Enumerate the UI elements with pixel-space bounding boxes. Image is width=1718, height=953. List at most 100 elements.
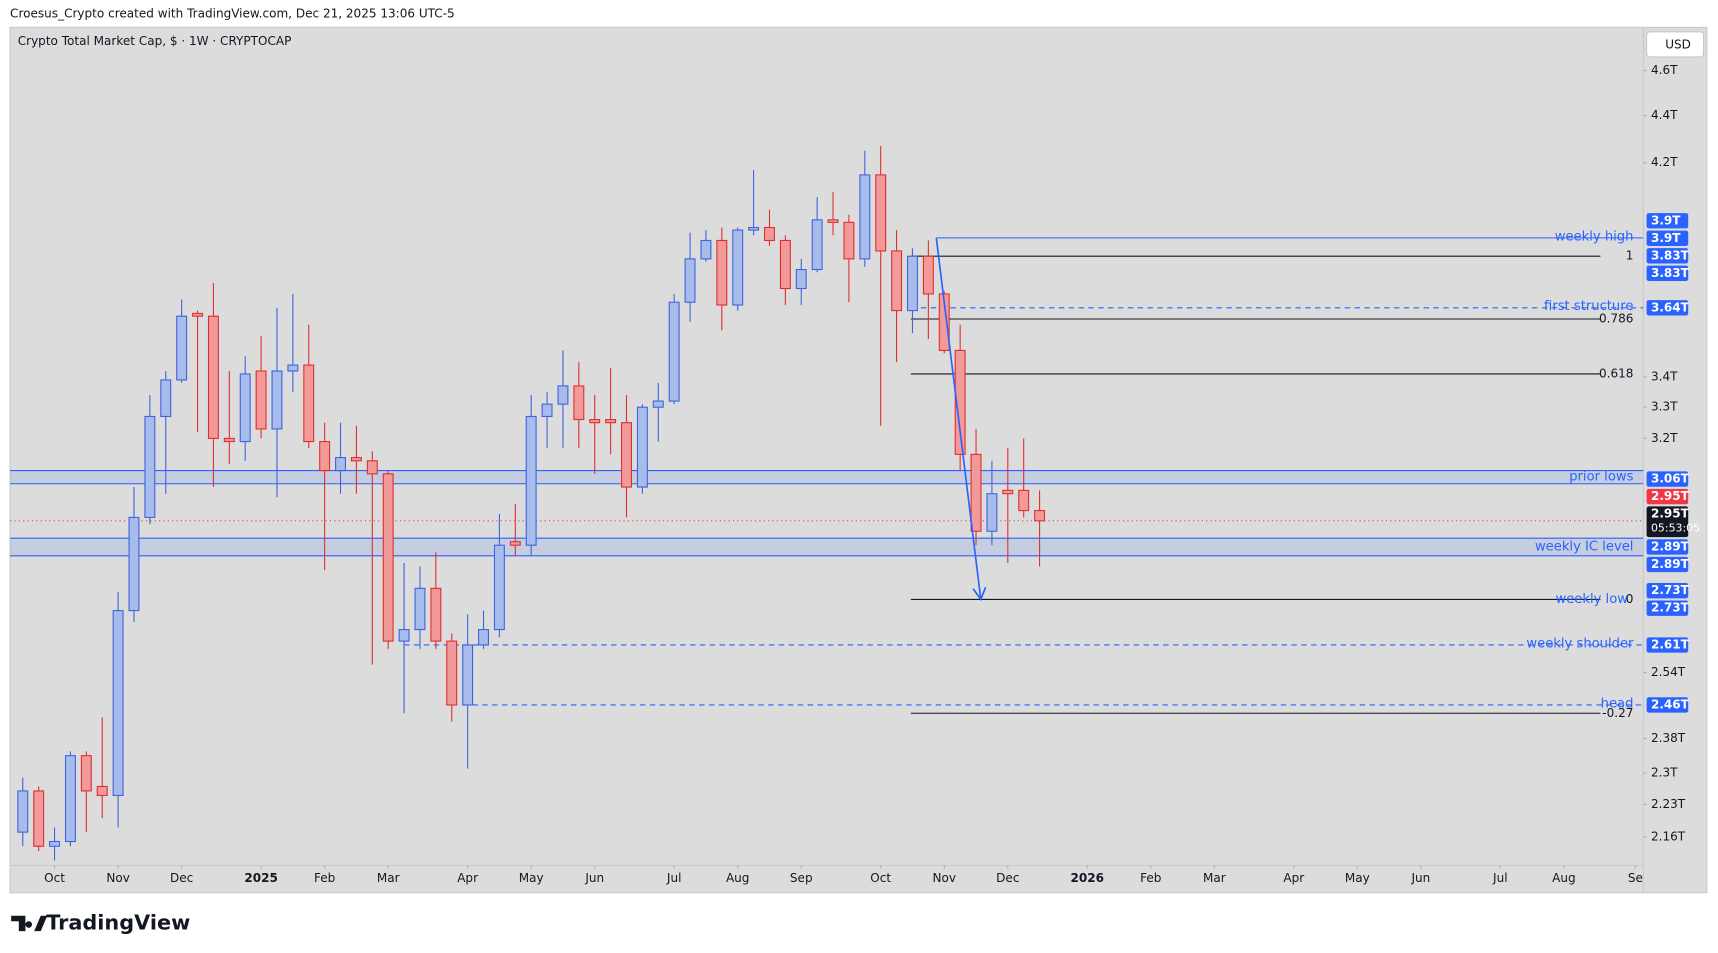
candle-body: [176, 315, 188, 381]
fib-ratio: 0.786: [1599, 312, 1633, 326]
zone: [10, 470, 1644, 484]
arrow: [935, 237, 982, 600]
candle-body: [827, 219, 839, 223]
chart-title: Crypto Total Market Cap, $ · 1W · CRYPTO…: [18, 34, 292, 48]
x-tick-label: Apr: [1283, 871, 1304, 885]
candle-body: [223, 437, 235, 443]
candle-body: [1034, 510, 1046, 522]
price-badge-label: 2.73T: [1651, 601, 1690, 615]
x-tick-label: Feb: [1140, 871, 1161, 885]
currency-button[interactable]: [1646, 31, 1705, 58]
price-badge-label: 2.61T: [1651, 637, 1690, 651]
x-tick-label: Nov: [933, 871, 956, 885]
candle-body: [684, 258, 696, 303]
candle-body: [398, 629, 410, 642]
candle-body: [17, 790, 29, 833]
candle-body: [128, 516, 140, 612]
x-tick-label: Aug: [1552, 871, 1575, 885]
candle-body: [509, 541, 521, 546]
candle-body: [716, 239, 728, 306]
annotation-label: weekly low: [1555, 592, 1628, 607]
candle-body: [144, 415, 156, 518]
candle-body: [907, 255, 918, 312]
x-tick-label: May: [519, 871, 544, 885]
plot-area: [10, 145, 1644, 861]
candle-body: [462, 644, 474, 706]
price-badge-label: 2.73T: [1651, 583, 1690, 597]
x-tick-label: Mar: [1203, 871, 1226, 885]
price-badge: [1646, 471, 1689, 487]
price-badge-label: 2.89T: [1651, 557, 1690, 571]
price-badge-label: 3.9T: [1651, 213, 1681, 227]
candle-body: [382, 473, 394, 642]
price-badge-label: 3.83T: [1651, 248, 1690, 262]
candle-body: [700, 239, 712, 260]
price-badge: [1646, 265, 1689, 282]
x-tick-label: Oct: [870, 871, 891, 885]
price-badge: [1646, 697, 1689, 713]
price-badge: [1646, 539, 1689, 555]
logo: TradingView: [11, 910, 190, 934]
candle-body: [1018, 489, 1030, 512]
candle-body: [652, 400, 664, 408]
price-badge: [1646, 600, 1689, 616]
x-tick-label: May: [1345, 871, 1370, 885]
candle-body: [207, 315, 219, 439]
candle-body: [49, 840, 61, 847]
candle-body: [430, 587, 442, 642]
price-badge: [1646, 582, 1689, 599]
price-badge-label: 3.9T: [1651, 231, 1681, 245]
candle-body: [319, 441, 331, 472]
fib-ratio: 1: [1626, 249, 1634, 263]
price-badge-label: 3.06T: [1651, 472, 1690, 486]
candle-body: [748, 226, 760, 231]
candle-body: [891, 250, 903, 312]
candle-body: [80, 755, 92, 792]
zone-label: prior lows: [1569, 470, 1633, 485]
price-badge-label: 2.95T: [1651, 507, 1690, 521]
candle-body: [541, 403, 553, 418]
arrow-head: [972, 586, 987, 602]
y-tick-label: 2.54T: [1651, 665, 1686, 679]
x-tick-label: Feb: [314, 871, 335, 885]
countdown: 05:53:05: [1651, 521, 1700, 534]
y-tick-label: 3.4T: [1651, 369, 1678, 383]
fib-ratio: 0.618: [1599, 366, 1633, 380]
candle-body: [811, 219, 823, 271]
x-tick-label: Se: [1628, 871, 1643, 885]
candle-body: [303, 364, 315, 443]
candle-body: [843, 221, 855, 260]
candle-body: [33, 790, 45, 847]
candle-body: [192, 312, 204, 317]
candle-body: [779, 239, 791, 290]
x-tick-label: Sep: [790, 871, 813, 885]
candle-body: [525, 415, 537, 546]
candle-body: [589, 419, 601, 424]
y-tick-label: 4.4T: [1651, 108, 1678, 122]
x-tick-label: 2025: [244, 871, 277, 885]
level-label: head: [1601, 696, 1634, 711]
candle-body: [271, 370, 283, 430]
price-badge-label: 3.64T: [1651, 300, 1690, 314]
price-badge-label: 2.89T: [1651, 539, 1690, 553]
x-tick-label: Dec: [996, 871, 1019, 885]
price-badge-label: 2.95T: [1651, 489, 1690, 503]
axes: 4.6T 4.4T 4.2T 3.4T 3.3T 3.2T 2.54T 2.38T 2.3T 2.…: [44, 63, 1700, 885]
x-tick-label: Jul: [1492, 871, 1508, 885]
candle-body: [668, 301, 680, 402]
fib-ratio: 0: [1626, 592, 1634, 606]
candle-body: [255, 370, 267, 430]
candle-body: [478, 629, 489, 646]
currency[interactable]: USD: [1665, 37, 1691, 51]
candle-body: [96, 785, 108, 796]
price-badge: [1646, 488, 1689, 505]
price-badge: [1646, 213, 1689, 229]
y-tick-label: 3.3T: [1651, 400, 1678, 414]
candle-body: [446, 640, 458, 706]
y-tick-label: 3.2T: [1651, 431, 1678, 445]
candle-body: [414, 587, 426, 631]
x-tick-label: Nov: [106, 871, 129, 885]
candle-body: [64, 755, 76, 843]
